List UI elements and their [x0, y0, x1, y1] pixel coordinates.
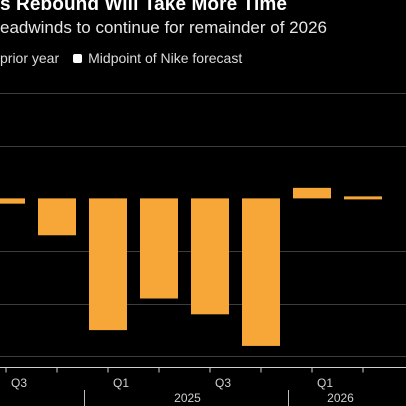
x-tick-label: Q3 — [11, 376, 27, 390]
legend-swatch-nike-forecast — [73, 53, 83, 63]
bar — [293, 187, 331, 199]
x-tick-label: Q1 — [113, 376, 129, 390]
bar — [140, 198, 178, 299]
legend-item-prior-year: prior year — [0, 50, 59, 66]
x-tick-label: Q1 — [317, 376, 333, 390]
bar — [0, 198, 25, 204]
chart-subtitle: eadwinds to continue for remainder of 20… — [0, 18, 327, 37]
legend: prior year Midpoint of Nike forecast — [0, 50, 256, 66]
x-year-label: 2026 — [327, 391, 354, 405]
bar — [191, 198, 229, 315]
x-tick-label: Q3 — [215, 376, 231, 390]
legend-label-nike-forecast: Midpoint of Nike forecast — [88, 50, 243, 66]
bar — [38, 198, 76, 236]
bar — [242, 198, 280, 346]
legend-label-prior-year: prior year — [0, 50, 60, 66]
chart-title: s Rebound Will Take More Time — [0, 0, 288, 15]
bar — [344, 196, 382, 200]
x-year-label: 2025 — [174, 391, 201, 405]
legend-item-nike-forecast: Midpoint of Nike forecast — [73, 50, 242, 66]
bar — [89, 198, 127, 331]
